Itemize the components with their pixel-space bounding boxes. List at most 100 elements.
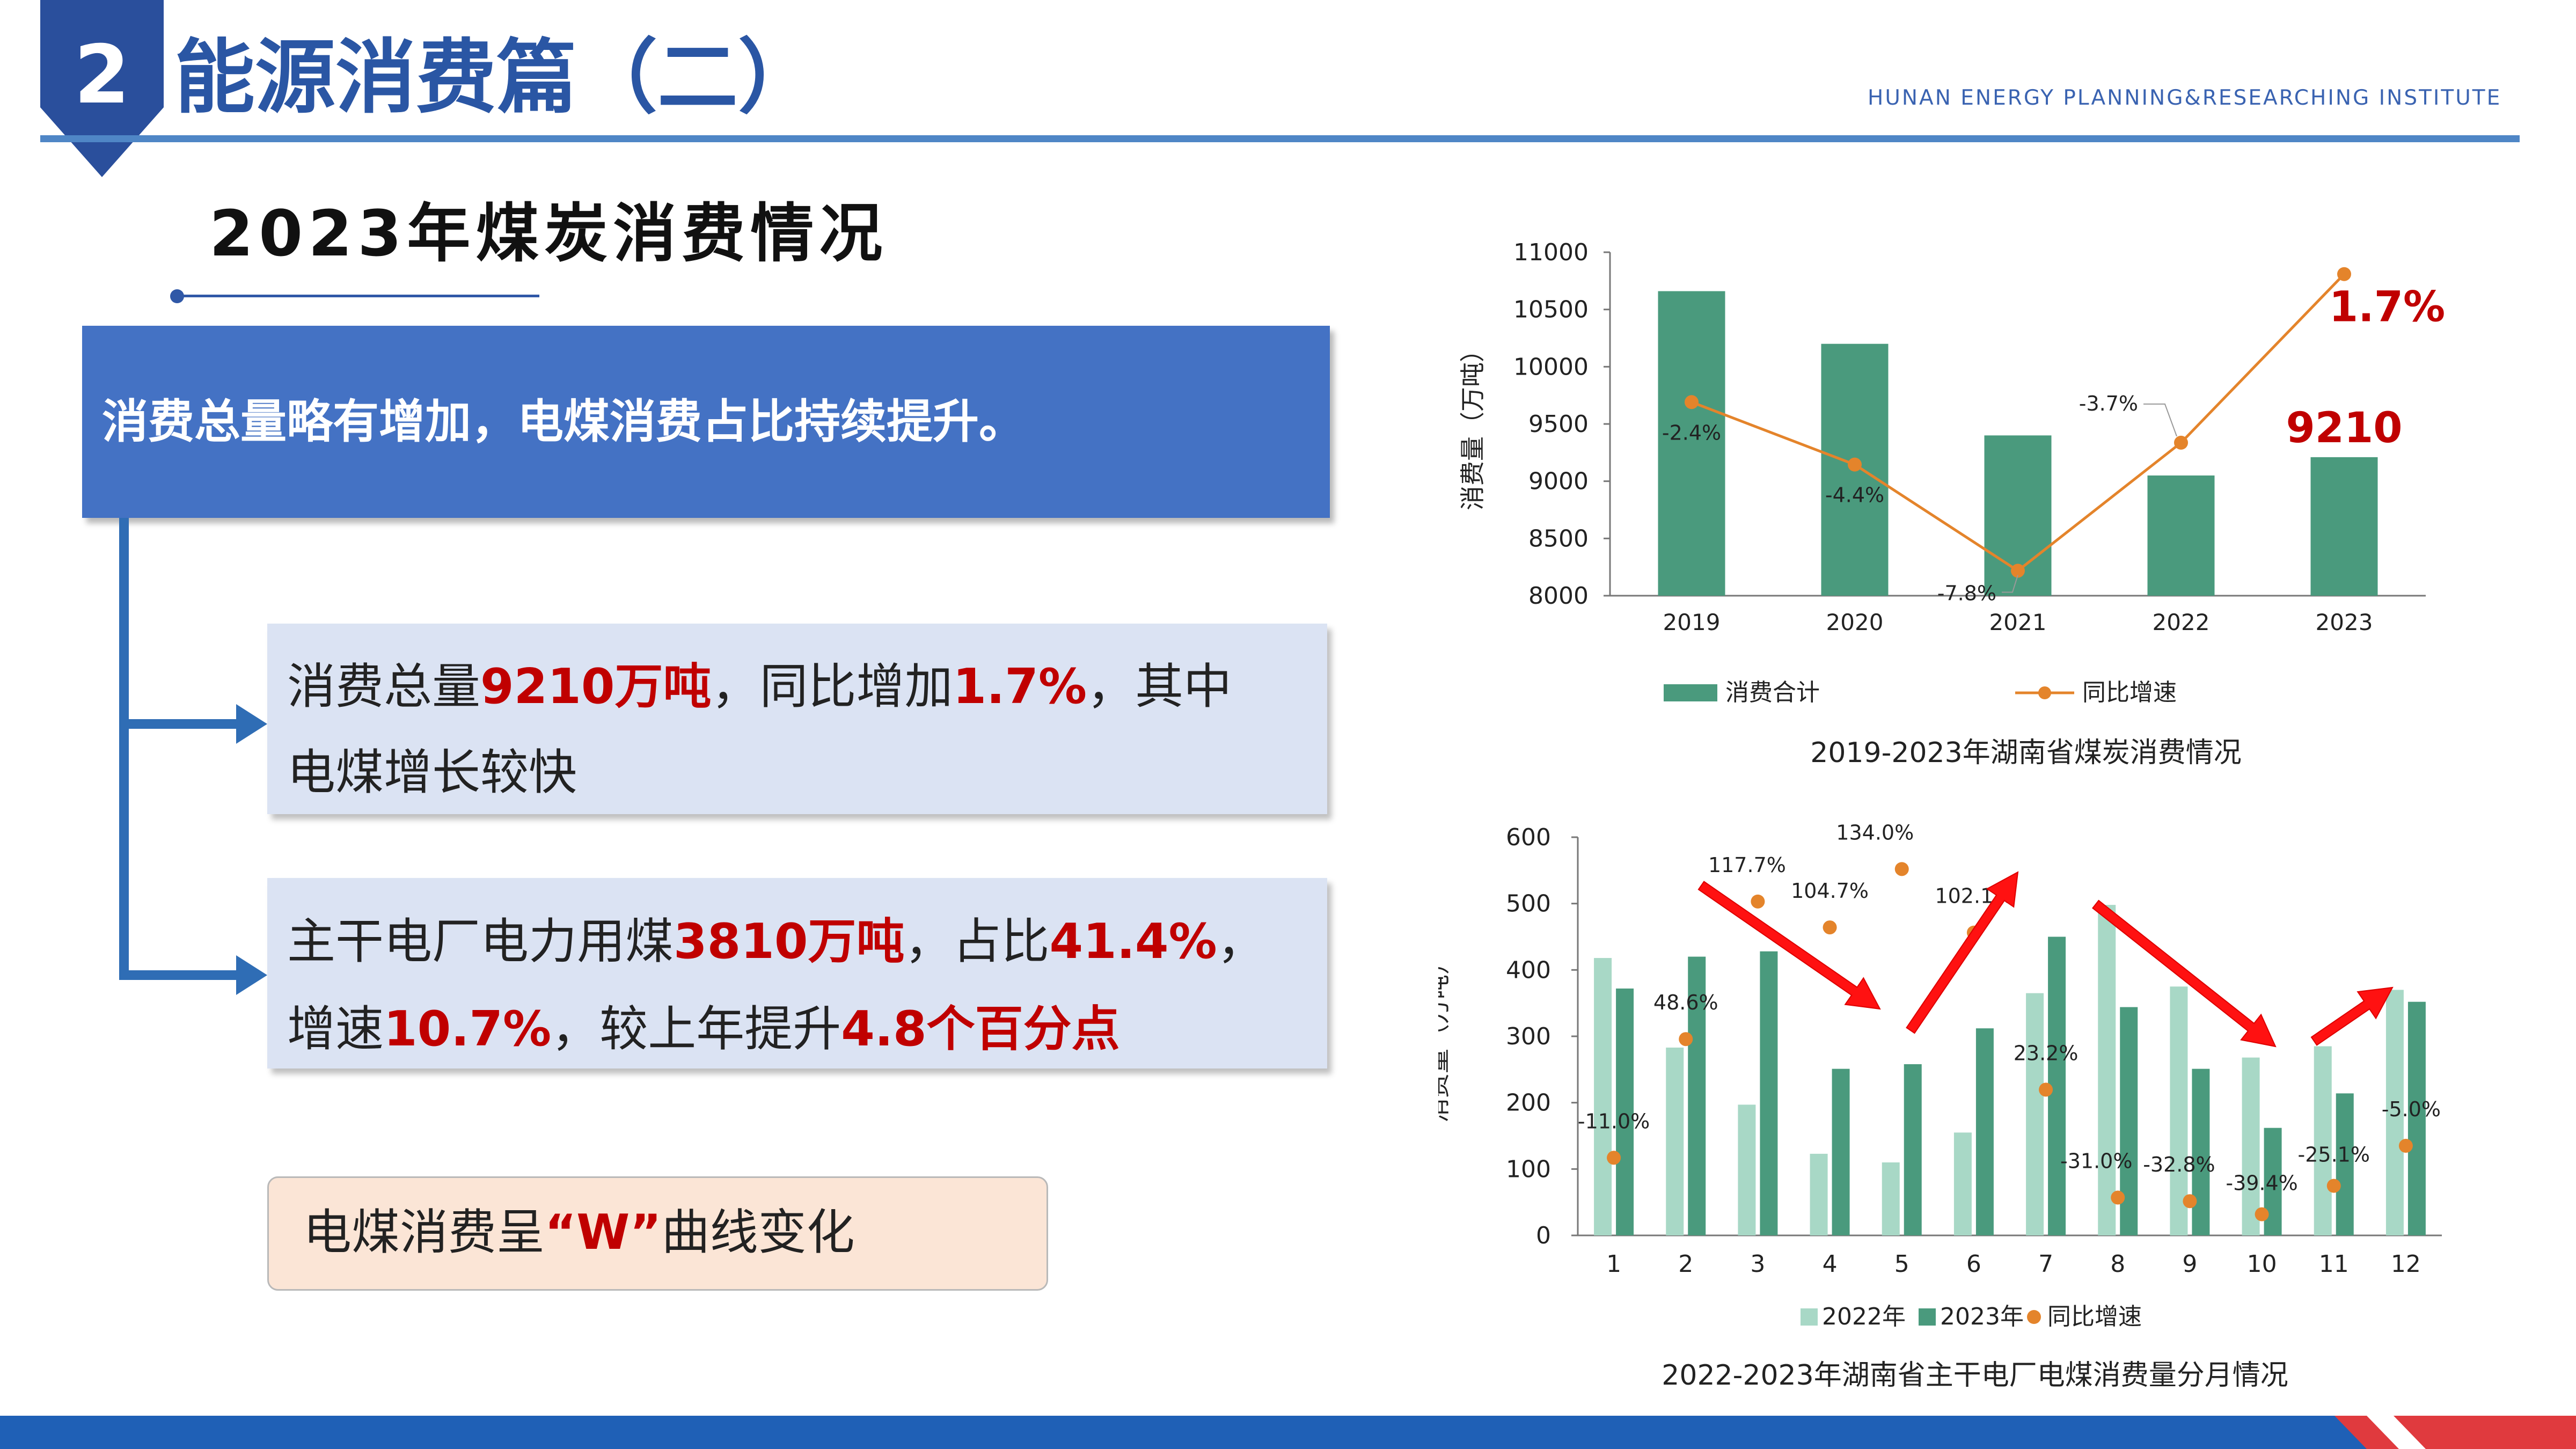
subtitle-dot bbox=[170, 289, 184, 303]
x-tick-label: 9 bbox=[2182, 1250, 2197, 1278]
legend-label-growth: 同比增速 bbox=[2047, 1303, 2142, 1330]
y-tick-label: 11000 bbox=[1513, 239, 1589, 266]
growth-label: 117.7% bbox=[1708, 853, 1786, 877]
chart2-title: 2022-2023年湖南省主干电厂电煤消费量分月情况 bbox=[1662, 1359, 2288, 1392]
growth-label: -39.4% bbox=[2226, 1172, 2297, 1195]
legend-swatch-2023 bbox=[1919, 1308, 1936, 1326]
bar-2022-month-9 bbox=[2170, 986, 2188, 1235]
point-power-line2: 增速10.7%，较上年提升4.8个百分点 bbox=[287, 1001, 1120, 1057]
slide-subtitle: 2023年煤炭消费情况 bbox=[209, 196, 888, 270]
bar-2022-month-2 bbox=[1666, 1048, 1684, 1235]
legend-label-2023: 2023年 bbox=[1940, 1303, 2024, 1330]
trend-arrow-down-2 bbox=[2092, 899, 2277, 1048]
growth-label: -7.8% bbox=[1937, 581, 1996, 605]
leader-line bbox=[2143, 403, 2177, 437]
bar-2022-month-3 bbox=[1738, 1104, 1756, 1235]
connector-vertical bbox=[119, 518, 129, 979]
y-axis-label: 消费量（万吨） bbox=[1438, 950, 1452, 1123]
connector-branch-1 bbox=[119, 719, 253, 729]
legend-swatch-2022 bbox=[1801, 1308, 1818, 1326]
bar-2023-month-9 bbox=[2192, 1069, 2210, 1235]
bar-2023-month-11 bbox=[2336, 1093, 2354, 1235]
y-tick-label: 500 bbox=[1506, 890, 1551, 918]
y-tick-label: 0 bbox=[1536, 1222, 1551, 1249]
x-tick-label: 7 bbox=[2038, 1250, 2053, 1278]
growth-label: -2.4% bbox=[1662, 421, 1721, 444]
growth-label: 48.6% bbox=[1653, 991, 1718, 1014]
point-power-line1: 主干电厂电力用煤3810万吨，占比41.4%， bbox=[287, 913, 1265, 970]
chart1-title: 2019-2023年湖南省煤炭消费情况 bbox=[1810, 737, 2241, 769]
leader-line bbox=[2002, 575, 2018, 593]
growth-point bbox=[1685, 395, 1699, 409]
y-tick-label: 8000 bbox=[1528, 582, 1589, 610]
growth-point bbox=[2011, 564, 2025, 578]
bar-2023-month-3 bbox=[1760, 951, 1778, 1235]
y-tick-label: 10500 bbox=[1513, 296, 1589, 324]
x-tick-label: 2 bbox=[1678, 1250, 1693, 1278]
bar-total-2019 bbox=[1658, 291, 1725, 596]
growth-point-month-3 bbox=[1751, 894, 1765, 909]
legend-label-total: 消费合计 bbox=[1725, 679, 1820, 706]
trend-arrow-down-1 bbox=[1697, 881, 1881, 1010]
growth-label: 104.7% bbox=[1791, 879, 1869, 903]
growth-label: -3.7% bbox=[2079, 392, 2138, 415]
trend-arrow-down-1-shape bbox=[1697, 881, 1881, 1010]
trend-arrow-up-1 bbox=[1906, 871, 2019, 1034]
growth-point-month-9 bbox=[2183, 1194, 2197, 1209]
growth-point-month-2 bbox=[1679, 1032, 1693, 1046]
bar-2022-month-1 bbox=[1594, 958, 1612, 1235]
y-axis-label: 消费量（万吨） bbox=[1458, 338, 1487, 510]
legend-label-2022: 2022年 bbox=[1822, 1303, 1906, 1330]
growth-point-month-5 bbox=[1894, 862, 1909, 876]
chart-coal-consumption: 8000 8500 9000 9500 10000 10500 11000 消费量（万吨） 20… bbox=[1458, 239, 2445, 769]
arrow-right-icon bbox=[236, 955, 267, 995]
x-tick-label: 5 bbox=[1894, 1250, 1909, 1278]
bar-2023-month-1 bbox=[1616, 988, 1634, 1235]
header-divider bbox=[40, 135, 2520, 142]
point-box-power-coal bbox=[267, 878, 1327, 1069]
subtitle-underline bbox=[177, 295, 539, 297]
legend-label-growth: 同比增速 bbox=[2082, 679, 2177, 706]
footer-band bbox=[0, 1416, 2367, 1449]
y-tick-label: 9500 bbox=[1528, 411, 1589, 438]
growth-label: -25.1% bbox=[2298, 1143, 2370, 1167]
growth-point-month-8 bbox=[2111, 1190, 2125, 1205]
bar-total-2022 bbox=[2147, 475, 2215, 596]
growth-label: 23.2% bbox=[2014, 1041, 2079, 1065]
x-tick-label: 11 bbox=[2319, 1250, 2349, 1278]
growth-point bbox=[1848, 457, 1862, 472]
x-tick-label: 10 bbox=[2247, 1250, 2277, 1278]
growth-point-month-11 bbox=[2326, 1179, 2341, 1193]
trend-arrow-up-2-shape bbox=[2310, 986, 2394, 1046]
bar-2022-month-7 bbox=[2026, 993, 2044, 1235]
x-tick-label: 2021 bbox=[1989, 609, 2047, 635]
growth-point-month-12 bbox=[2398, 1139, 2413, 1153]
growth-point-month-10 bbox=[2255, 1207, 2269, 1221]
section-number: 2 bbox=[74, 28, 130, 122]
bar-2022-month-4 bbox=[1810, 1153, 1828, 1235]
summary-banner bbox=[82, 326, 1330, 518]
summary-text: 消费总量略有增加，电煤消费占比持续提升。 bbox=[102, 395, 1025, 449]
y-tick-label: 100 bbox=[1506, 1155, 1551, 1183]
x-tick-label: 2020 bbox=[1826, 609, 1884, 635]
growth-label: -11.0% bbox=[1578, 1109, 1650, 1133]
x-tick-label: 8 bbox=[2110, 1250, 2125, 1278]
x-tick-label: 2022 bbox=[2153, 609, 2210, 635]
x-tick-label: 6 bbox=[1966, 1250, 1981, 1278]
x-tick-label: 4 bbox=[1823, 1250, 1838, 1278]
growth-label: -32.8% bbox=[2143, 1153, 2215, 1176]
total-2023-callout: 9210 bbox=[2286, 404, 2402, 452]
x-tick-label: 2023 bbox=[2316, 609, 2373, 635]
chart1-plot: 8000 8500 9000 9500 10000 10500 11000 消费量（万吨） 20… bbox=[1458, 239, 2445, 769]
growth-label: -31.0% bbox=[2060, 1150, 2132, 1173]
y-tick-label: 400 bbox=[1506, 956, 1551, 984]
y-tick-label: 200 bbox=[1506, 1089, 1551, 1117]
trend-arrow-up-2 bbox=[2310, 986, 2394, 1046]
section-badge bbox=[40, 0, 164, 177]
legend-swatch-total bbox=[1664, 684, 1717, 701]
growth-point bbox=[2337, 267, 2351, 281]
x-tick-label: 2019 bbox=[1663, 609, 1721, 635]
bar-2023-month-2 bbox=[1688, 956, 1706, 1235]
